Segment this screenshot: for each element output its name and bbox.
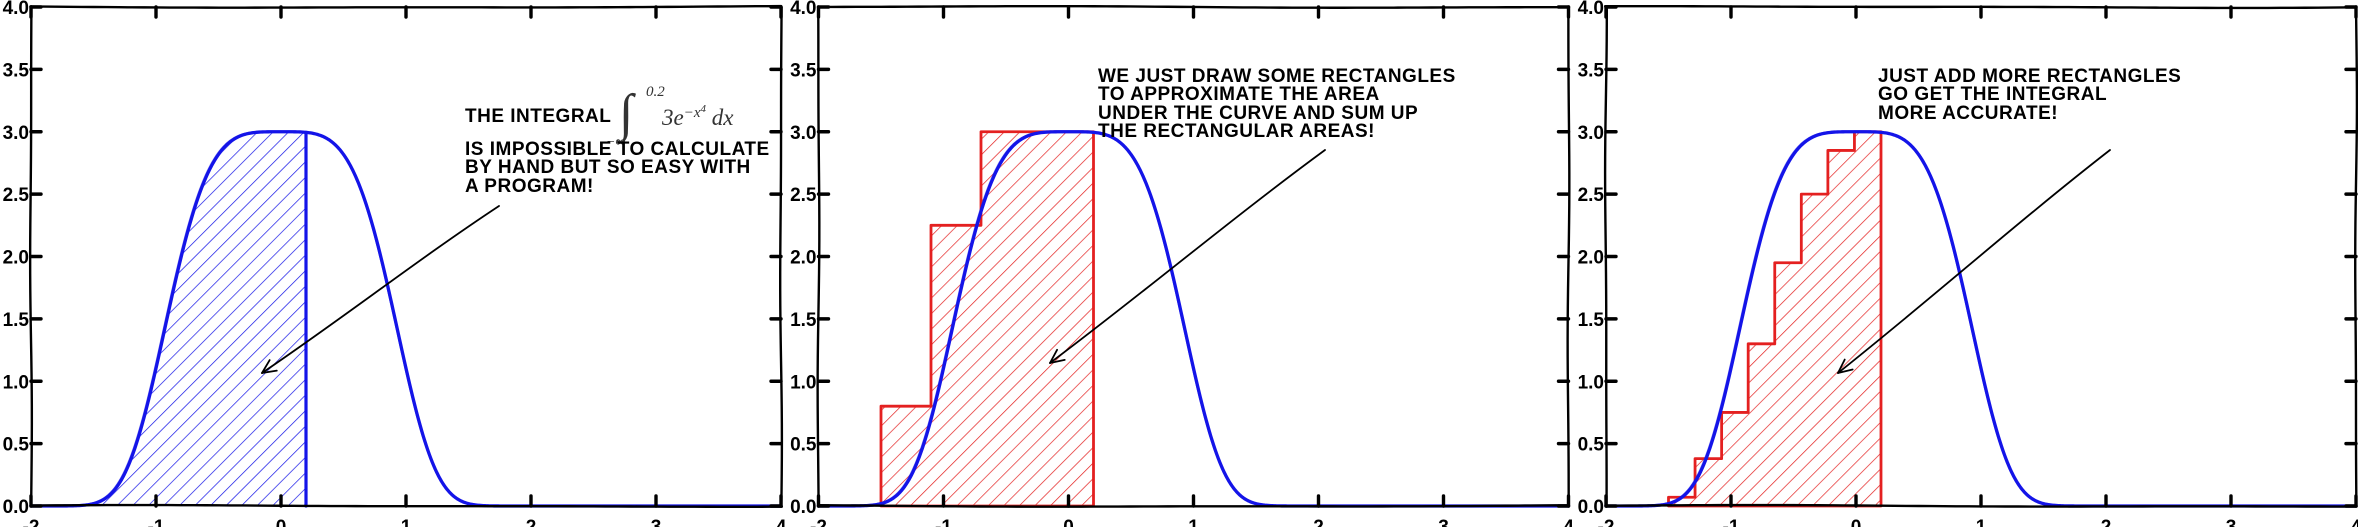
svg-text:1: 1 — [1976, 517, 1987, 527]
svg-text:4: 4 — [2351, 517, 2358, 527]
svg-text:1.5: 1.5 — [1578, 310, 1605, 331]
svg-text:0.2: 0.2 — [646, 84, 665, 100]
svg-text:1.5: 1.5 — [790, 310, 817, 331]
svg-text:0: 0 — [1063, 517, 1074, 527]
svg-text:4: 4 — [1563, 517, 1574, 527]
svg-text:3: 3 — [1438, 517, 1449, 527]
svg-text:1: 1 — [401, 517, 412, 527]
svg-text:3: 3 — [2226, 517, 2237, 527]
svg-text:0: 0 — [276, 517, 287, 527]
svg-text:0.5: 0.5 — [3, 435, 30, 456]
svg-text:3.0: 3.0 — [1578, 123, 1604, 144]
svg-text:3: 3 — [651, 517, 662, 527]
svg-text:-2: -2 — [1598, 517, 1615, 527]
svg-text:0: 0 — [1851, 517, 1862, 527]
svg-text:0.0: 0.0 — [1578, 497, 1604, 518]
svg-text:4.0: 4.0 — [790, 0, 816, 19]
svg-text:-2: -2 — [810, 517, 827, 527]
svg-text:-1: -1 — [148, 517, 165, 527]
svg-text:2.5: 2.5 — [3, 185, 30, 206]
svg-text:2: 2 — [1313, 517, 1324, 527]
svg-text:1.5: 1.5 — [3, 310, 30, 331]
svg-text:4: 4 — [776, 517, 787, 527]
svg-text:2.0: 2.0 — [790, 248, 816, 269]
svg-text:3.0: 3.0 — [790, 123, 816, 144]
svg-text:1.0: 1.0 — [790, 372, 816, 393]
svg-text:2: 2 — [526, 517, 537, 527]
svg-text:3.5: 3.5 — [790, 60, 817, 81]
svg-text:2.0: 2.0 — [1578, 248, 1604, 269]
svg-text:4.0: 4.0 — [3, 0, 29, 19]
svg-text:3.5: 3.5 — [1578, 60, 1605, 81]
svg-text:1: 1 — [1188, 517, 1199, 527]
svg-text:0.0: 0.0 — [790, 497, 816, 518]
svg-text:1.0: 1.0 — [1578, 372, 1604, 393]
svg-text:2.5: 2.5 — [1578, 185, 1605, 206]
svg-text:3.5: 3.5 — [3, 60, 30, 81]
svg-text:2.5: 2.5 — [790, 185, 817, 206]
svg-text:2.0: 2.0 — [3, 248, 29, 269]
svg-text:3.0: 3.0 — [3, 123, 29, 144]
svg-text:-2: -2 — [23, 517, 40, 527]
svg-text:-1: -1 — [935, 517, 952, 527]
svg-text:0.5: 0.5 — [1578, 435, 1605, 456]
svg-text:1.0: 1.0 — [3, 372, 29, 393]
svg-text:0.0: 0.0 — [3, 497, 29, 518]
svg-text:-1: -1 — [1723, 517, 1740, 527]
svg-text:4.0: 4.0 — [1578, 0, 1604, 19]
svg-text:0.5: 0.5 — [790, 435, 817, 456]
svg-text:2: 2 — [2101, 517, 2112, 527]
